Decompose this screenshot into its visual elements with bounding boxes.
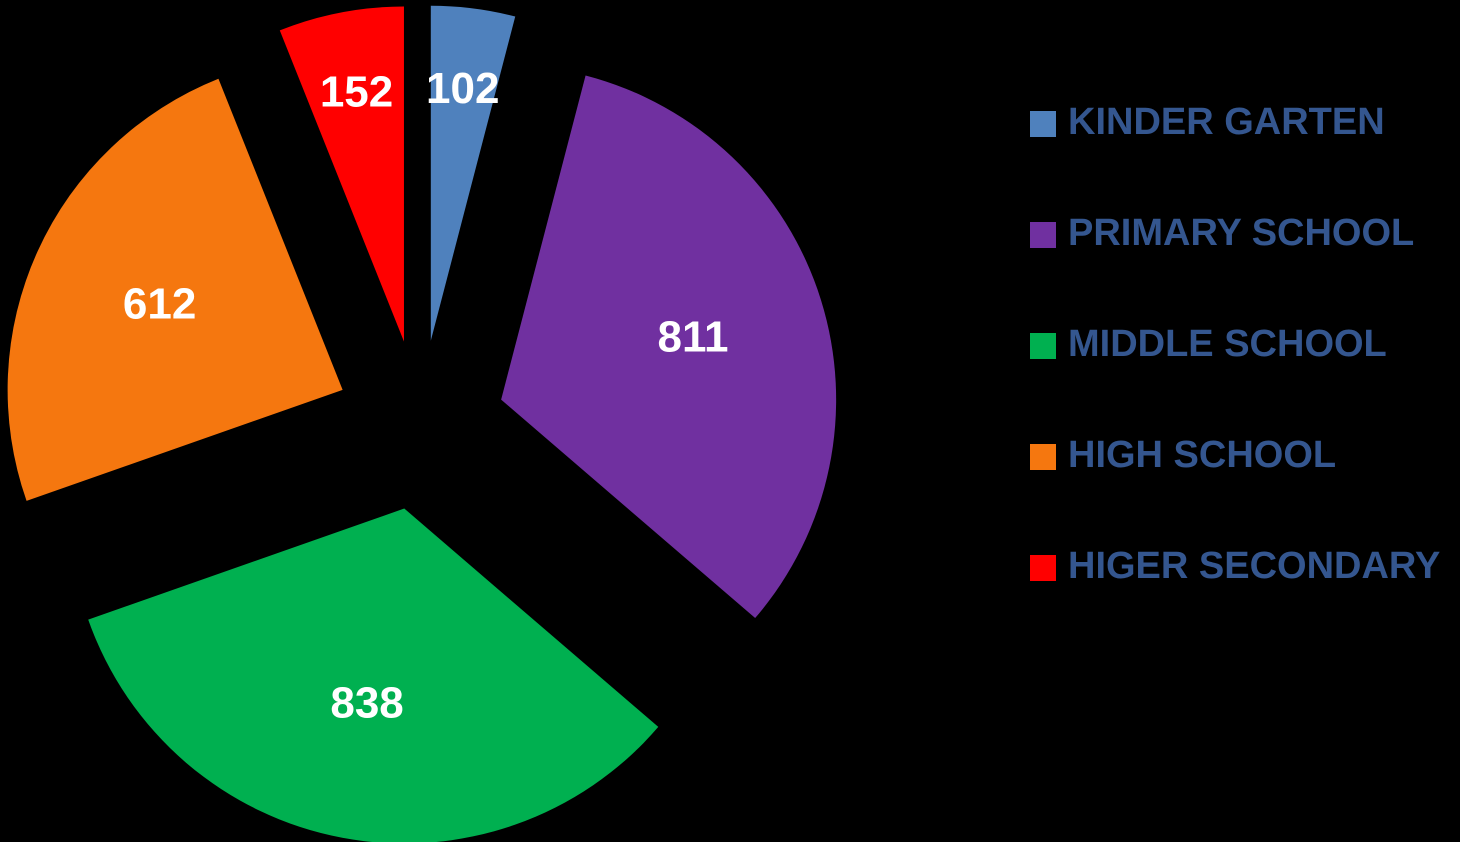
legend-swatch — [1030, 111, 1056, 137]
pie-slice — [88, 508, 659, 842]
legend-label: MIDDLE SCHOOL — [1068, 323, 1387, 365]
legend-label: HIGER SECONDARY — [1068, 545, 1440, 587]
legend-swatch — [1030, 555, 1056, 581]
data-label: 152 — [320, 67, 393, 116]
pie-slice — [279, 6, 404, 342]
data-label: 811 — [657, 312, 728, 361]
data-label: 612 — [123, 279, 196, 328]
pie-slice — [430, 5, 516, 341]
data-label: 838 — [330, 679, 403, 728]
legend-swatch — [1030, 444, 1056, 470]
legend-label: PRIMARY SCHOOL — [1068, 212, 1414, 254]
legend-swatch — [1030, 333, 1056, 359]
data-label: 102 — [426, 64, 499, 113]
legend-label: HIGH SCHOOL — [1068, 434, 1336, 476]
pie-slice — [7, 78, 343, 501]
legend-swatch — [1030, 222, 1056, 248]
legend-label: KINDER GARTEN — [1068, 101, 1385, 143]
pie-slice — [501, 75, 837, 619]
